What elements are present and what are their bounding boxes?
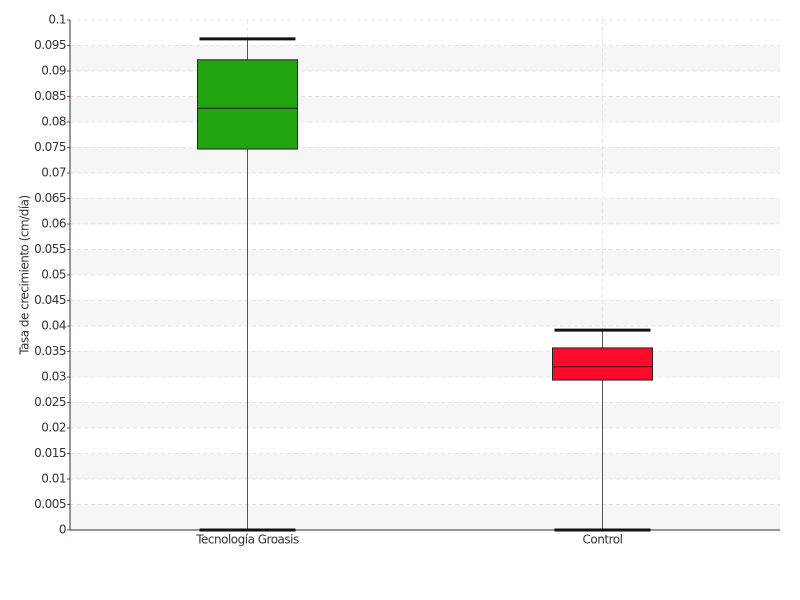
y-tick-label: 0.03 — [41, 370, 66, 384]
y-tick-label: 0.09 — [41, 64, 66, 78]
grid-band — [70, 198, 780, 224]
y-axis-label: Tasa de crecimiento (cm/día) — [18, 195, 32, 355]
y-tick-label: 0.015 — [34, 446, 66, 460]
y-tick-label: 0.085 — [34, 89, 66, 103]
y-tick-label: 0.01 — [41, 472, 66, 486]
grid-band — [70, 300, 780, 326]
grid-band — [70, 96, 780, 122]
y-tick-label: 0.06 — [41, 217, 66, 231]
y-tick-label: 0.035 — [34, 344, 66, 358]
y-tick-label: 0 — [59, 523, 66, 537]
grid-band — [70, 504, 780, 530]
grid-band — [70, 402, 780, 428]
grid-band — [70, 351, 780, 377]
y-tick-label: 0.055 — [34, 242, 66, 256]
x-tick-label: Tecnología Groasis — [195, 533, 299, 547]
y-tick-label: 0.045 — [34, 293, 66, 307]
y-tick-label: 0.1 — [48, 13, 66, 27]
y-tick-label: 0.025 — [34, 395, 66, 409]
y-tick-label: 0.065 — [34, 191, 66, 205]
y-tick-label: 0.075 — [34, 140, 66, 154]
y-tick-label: 0.02 — [41, 421, 66, 435]
y-tick-label: 0.07 — [41, 166, 66, 180]
grid-band — [70, 249, 780, 275]
y-tick-label: 0.095 — [34, 38, 66, 52]
box — [552, 347, 653, 381]
y-tick-label: 0.05 — [41, 268, 66, 282]
grid-band — [70, 453, 780, 479]
box — [197, 59, 298, 150]
grid-band — [70, 45, 780, 71]
y-tick-label: 0.005 — [34, 497, 66, 511]
x-tick-label: Control — [583, 533, 623, 547]
grid-band — [70, 147, 780, 173]
y-tick-label: 0.08 — [41, 115, 66, 129]
y-tick-label: 0.04 — [41, 319, 66, 333]
